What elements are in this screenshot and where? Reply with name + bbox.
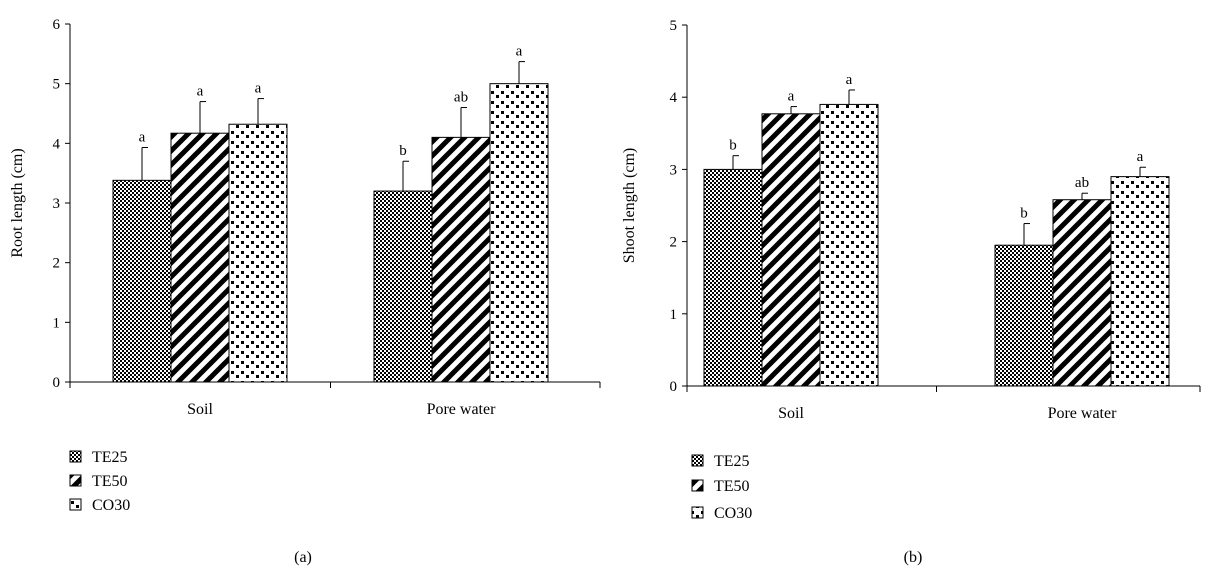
y-tick-label: 4 [670,90,678,106]
bar-te25-pore-water [373,190,433,383]
bar-te50-soil [170,132,230,383]
legend-label: TE50 [714,478,750,495]
significance-label: a [197,84,204,100]
legend-label: CO30 [92,497,130,514]
x-category-label: Soil [187,401,213,418]
y-tick-label: 2 [53,256,61,272]
legend-swatch-te25 [691,454,704,467]
y-axis-label: Root length (cm) [9,148,26,257]
significance-label: ab [454,90,468,106]
y-tick-label: 5 [53,77,61,93]
legend-swatch-te25 [69,450,82,463]
significance-label: b [399,143,407,159]
legend-swatch-te50 [69,474,82,487]
legend-swatch-co30 [69,498,82,511]
y-tick-label: 1 [53,315,61,331]
x-category-label: Pore water [1048,405,1118,422]
y-tick-label: 3 [670,162,678,178]
significance-label: a [846,72,853,88]
y-tick-label: 4 [53,136,61,152]
x-category-label: Soil [778,405,804,422]
bar-te50-soil [761,113,821,387]
y-tick-label: 0 [53,375,61,391]
bar-co30-soil [228,123,288,383]
y-tick-label: 5 [670,18,678,34]
significance-label: a [516,44,523,60]
y-tick-label: 1 [670,307,678,323]
y-tick-label: 6 [53,17,61,33]
bar-te25-soil [112,179,172,383]
legend-label: TE25 [92,449,128,466]
significance-label: b [729,138,737,154]
x-category-label: Pore water [427,401,497,418]
bar-te25-pore-water [994,244,1054,387]
significance-label: a [788,89,795,105]
legend-label: CO30 [714,505,752,522]
y-axis-label: Shoot length (cm) [621,148,638,264]
panel-label: (a) [294,549,312,566]
panel-b: b b a ab a a 0 1 2 3 4 5 Soil Pore water Shoot length … [621,18,1201,566]
y-tick-label: 0 [670,379,678,395]
significance-label: ab [1075,175,1089,191]
y-tick-label: 3 [53,196,61,212]
panel-label: (b) [904,549,923,566]
bar-te50-pore-water [1052,199,1112,387]
significance-label: a [1137,149,1144,165]
bar-co30-soil [819,103,879,387]
legend-swatch-co30 [691,506,704,519]
bar-te25-soil [703,168,763,387]
bar-te50-pore-water [431,136,491,383]
significance-label: a [255,81,262,97]
bar-co30-pore-water [1110,176,1170,387]
bar-co30-pore-water [489,83,549,383]
legend-label: TE25 [714,453,750,470]
y-tick-label: 2 [670,235,678,251]
significance-label: a [139,130,146,146]
significance-label: b [1020,206,1028,222]
legend-swatch-te50 [691,479,704,492]
legend-label: TE50 [92,473,128,490]
